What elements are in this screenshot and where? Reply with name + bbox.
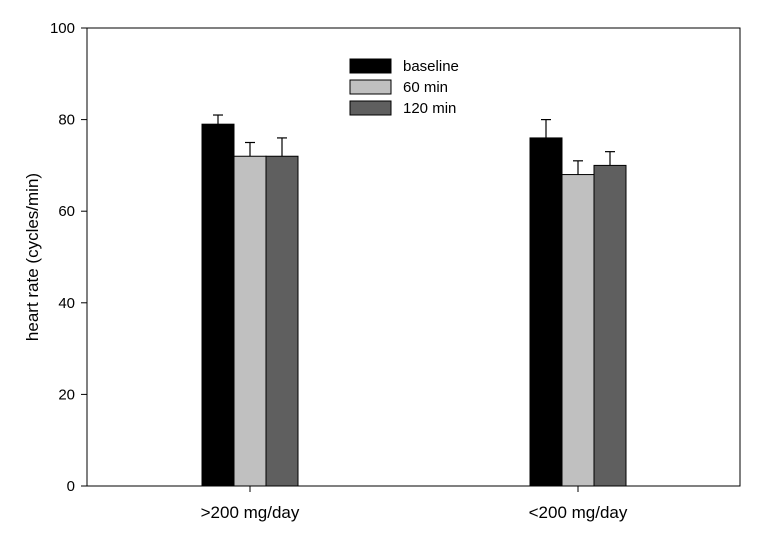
y-tick-label: 40: [58, 295, 75, 312]
y-tick-label: 0: [67, 478, 75, 495]
y-tick-label: 20: [58, 386, 75, 403]
y-axis-title: heart rate (cycles/min): [23, 173, 42, 341]
bar-60-min-0: [233, 155, 267, 487]
plot-frame: [86, 27, 741, 487]
legend-swatch-120-min: [349, 100, 392, 116]
bar-baseline-1: [529, 137, 563, 487]
legend-swatch-60-min: [349, 79, 392, 95]
y-tick-label: 100: [50, 20, 75, 37]
y-tick-label: 60: [58, 203, 75, 220]
legend-swatch-baseline: [349, 58, 392, 74]
x-category-label: >200 mg/day: [201, 503, 300, 522]
bar-120-min-0: [265, 155, 299, 487]
legend-label: baseline: [403, 58, 459, 75]
y-axis: 0 20 40 60 80 100: [50, 20, 87, 495]
legend-label: 60 min: [403, 79, 448, 96]
bar-baseline-0: [201, 123, 235, 487]
legend: baseline 60 min 120 min: [349, 58, 459, 117]
x-axis: >200 mg/day <200 mg/day: [201, 486, 628, 522]
bar-120-min-1: [593, 164, 627, 487]
bars: [201, 114, 627, 487]
x-category-label: <200 mg/day: [529, 503, 628, 522]
legend-label: 120 min: [403, 100, 456, 117]
bar-60-min-1: [561, 174, 595, 487]
y-tick-label: 80: [58, 112, 75, 129]
